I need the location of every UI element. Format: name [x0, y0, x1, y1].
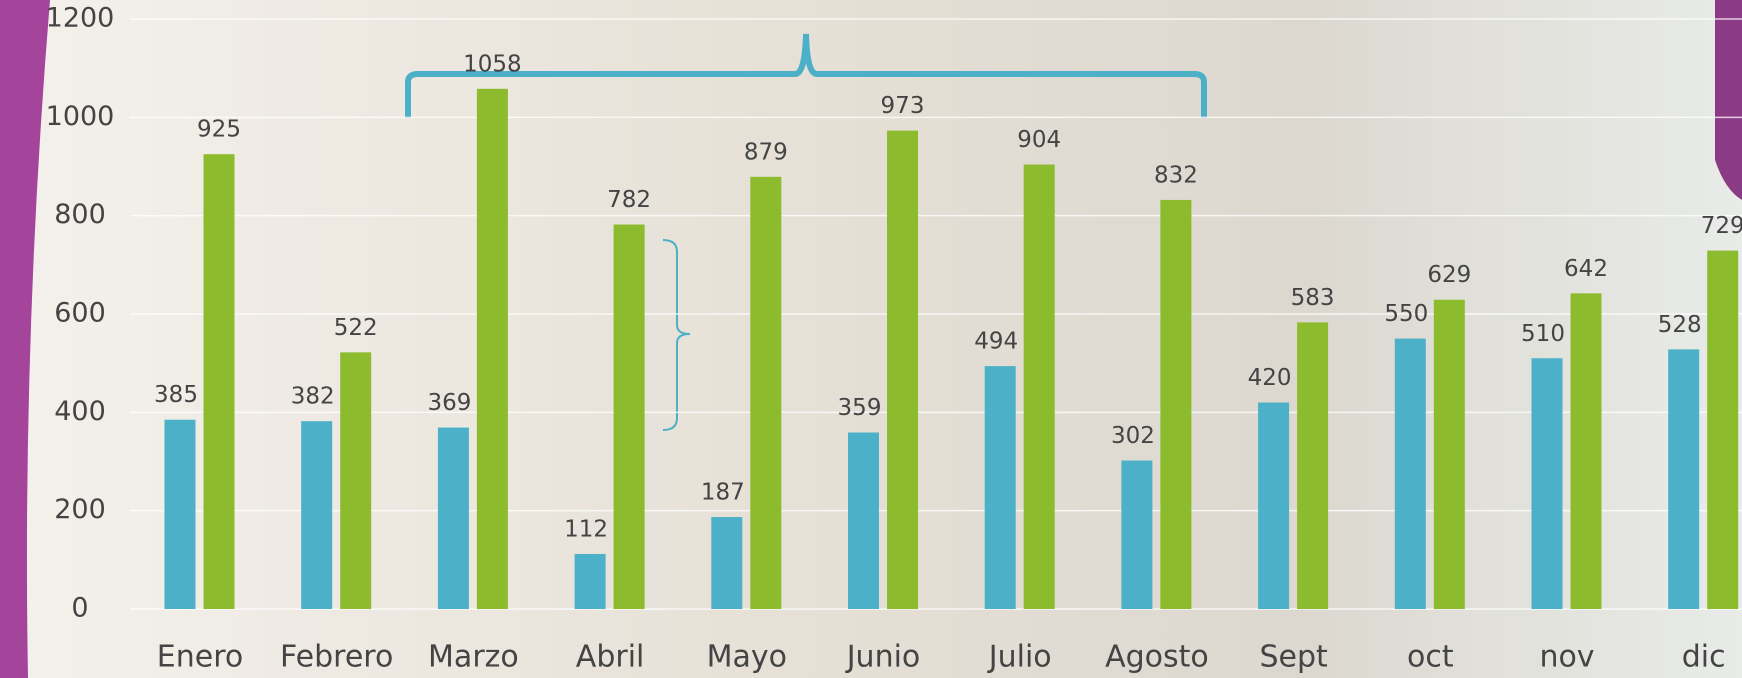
bar [848, 432, 879, 609]
bar [1121, 460, 1153, 609]
value-label: 522 [334, 315, 378, 341]
bar [1160, 199, 1192, 609]
bar [1668, 349, 1700, 609]
small-bracket [662, 239, 691, 431]
value-label: 629 [1427, 262, 1471, 288]
value-label: 359 [838, 395, 882, 421]
left-border [0, 0, 50, 678]
bar [887, 130, 918, 609]
bar [1707, 250, 1739, 609]
x-tick-label: nov [1539, 640, 1594, 675]
bar [1433, 299, 1465, 609]
y-tick-label: 1000 [46, 101, 115, 132]
bar [301, 421, 333, 609]
value-label: 973 [881, 93, 925, 119]
bar [1570, 293, 1602, 609]
y-tick-label: 0 [71, 593, 88, 624]
value-label: 1058 [463, 51, 522, 77]
plot: 0 200 400 600 800 1000 1200 Enero 385 925 Febrero 3… [46, 3, 1742, 675]
value-label: 494 [974, 329, 1018, 355]
value-label: 369 [427, 390, 471, 416]
bar [1023, 164, 1055, 610]
x-tick-label: Marzo [428, 640, 519, 675]
bar [1258, 402, 1290, 609]
x-tick-label: dic [1682, 640, 1726, 675]
y-tick-label: 200 [54, 494, 106, 525]
value-label: 302 [1111, 423, 1155, 449]
value-label: 420 [1248, 365, 1292, 391]
y-tick-label: 1200 [46, 3, 115, 34]
corner-shape [1715, 0, 1742, 200]
value-label: 879 [744, 139, 788, 165]
x-tick-label: oct [1407, 640, 1454, 675]
x-tick-label: Abril [576, 640, 645, 675]
bar [711, 517, 743, 609]
x-tick-label: Agosto [1105, 640, 1209, 675]
value-label: 583 [1291, 285, 1335, 311]
bar [984, 366, 1016, 609]
bar [1531, 358, 1563, 609]
y-tick-label: 400 [54, 396, 106, 427]
value-label: 528 [1658, 312, 1702, 338]
value-label: 187 [701, 480, 745, 506]
x-tick-label: Febrero [280, 640, 393, 675]
bar [613, 224, 645, 609]
y-tick-label: 800 [54, 199, 106, 230]
value-label: 782 [607, 187, 651, 213]
value-label: 382 [291, 384, 335, 410]
x-tick-label: Mayo [707, 640, 787, 675]
y-tick-label: 600 [54, 298, 106, 329]
value-label: 729 [1701, 213, 1742, 239]
bar [164, 419, 196, 609]
value-label: 550 [1384, 301, 1428, 327]
value-label: 385 [154, 382, 198, 408]
bar [340, 352, 372, 609]
value-label: 112 [564, 516, 608, 542]
x-tick-label: Sept [1259, 640, 1328, 675]
bar [476, 88, 508, 610]
value-label: 832 [1154, 162, 1198, 188]
bar [574, 553, 606, 609]
x-tick-label: Enero [157, 640, 243, 675]
value-label: 904 [1017, 127, 1061, 153]
bar [1394, 338, 1426, 609]
bar [203, 154, 235, 610]
bar [1297, 322, 1329, 609]
value-label: 510 [1521, 321, 1565, 347]
x-tick-label: Julio [987, 640, 1052, 675]
x-tick-label: Junio [845, 640, 921, 675]
bracket [405, 33, 1207, 118]
value-label: 925 [197, 117, 241, 143]
value-label: 642 [1564, 256, 1608, 282]
bar [437, 427, 469, 609]
bar [750, 176, 782, 609]
